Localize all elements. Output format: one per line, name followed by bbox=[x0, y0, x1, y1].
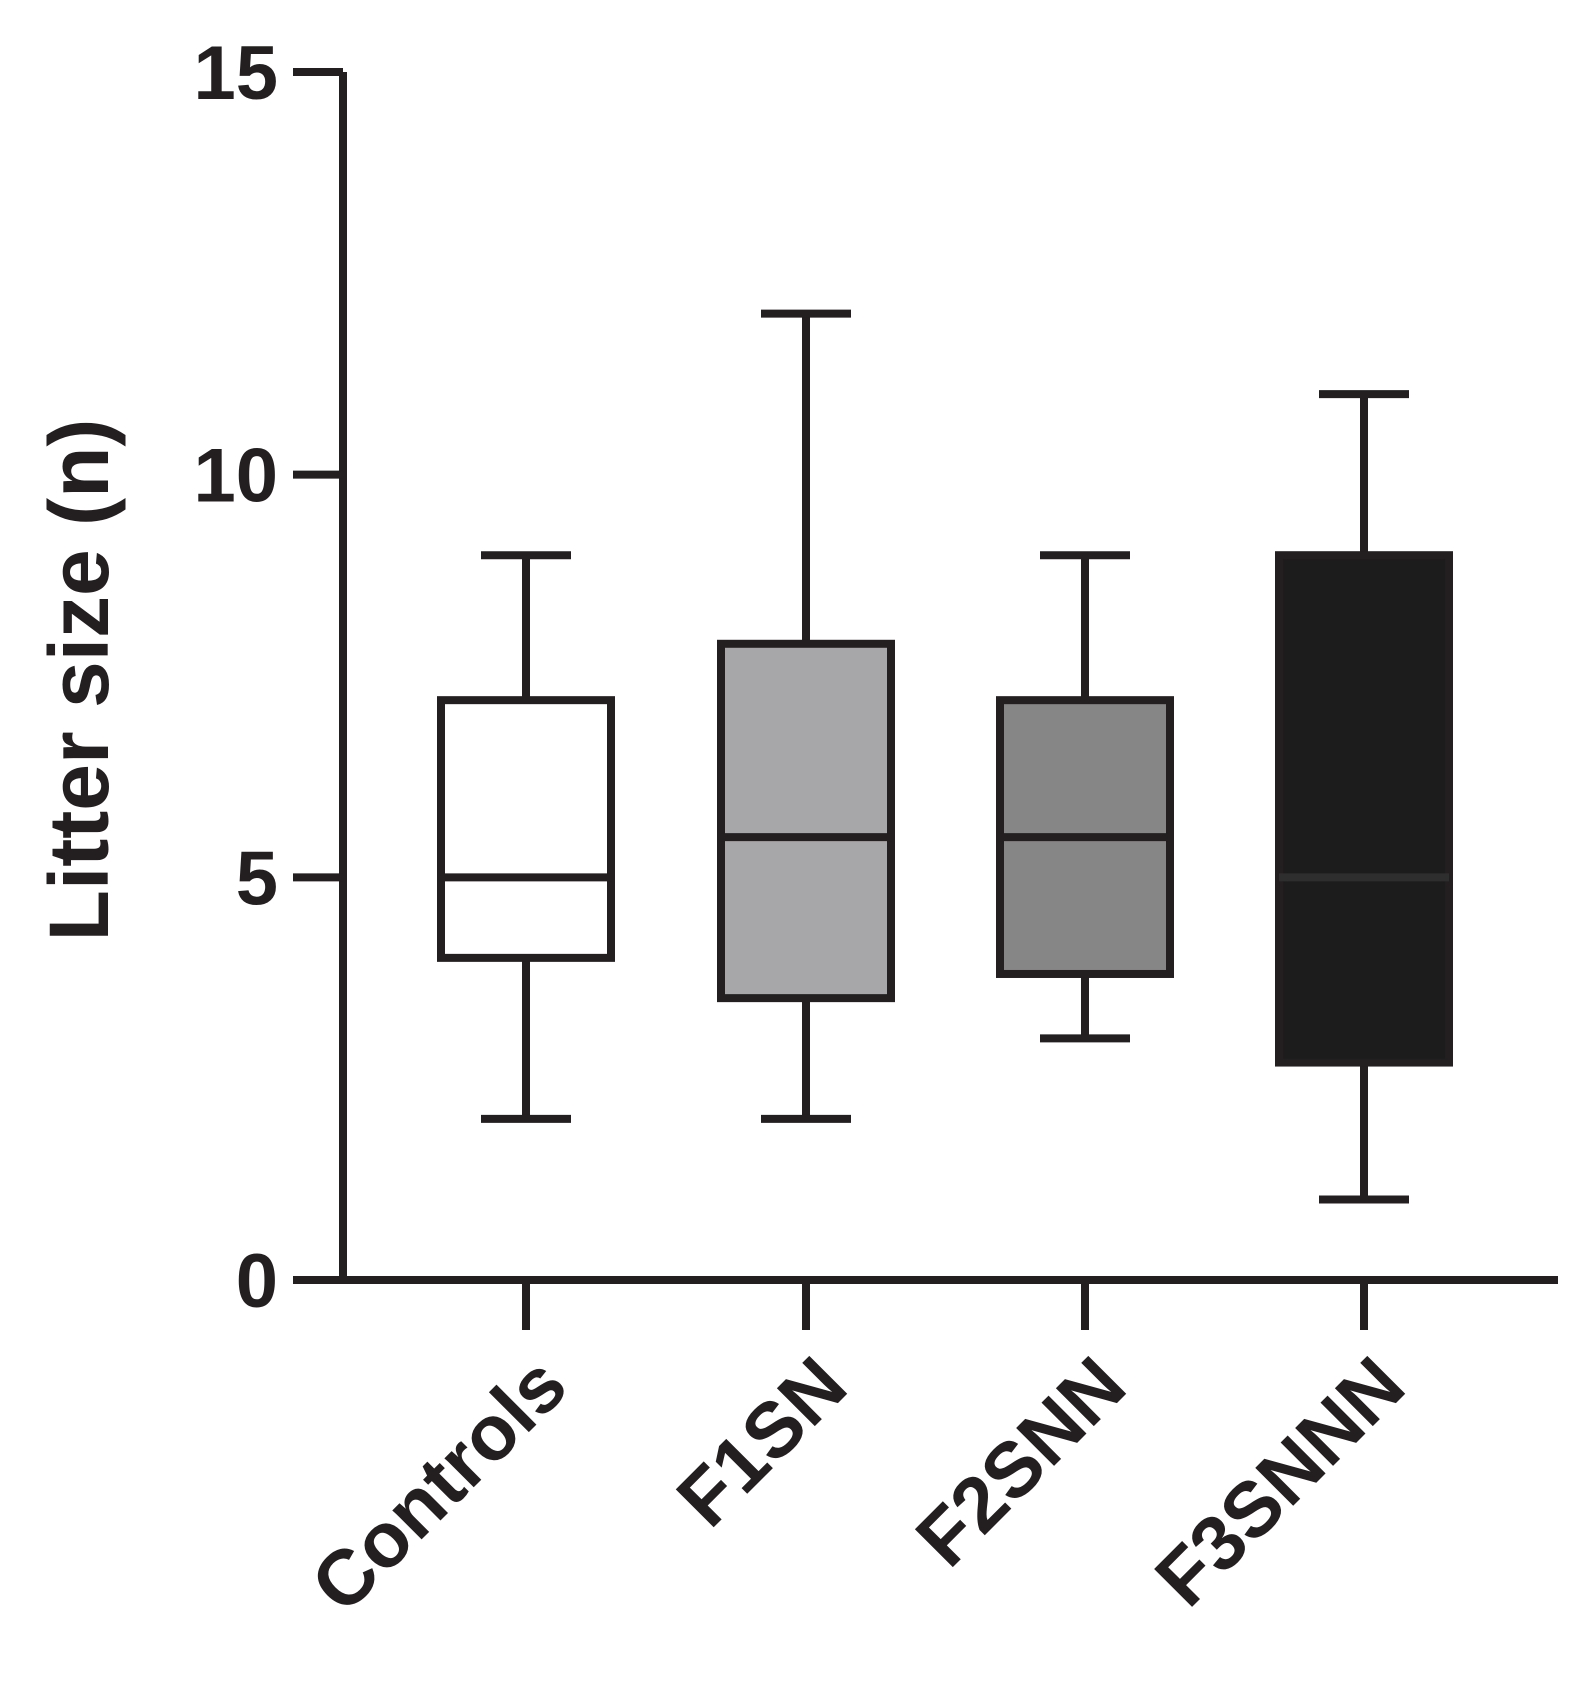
iqr-box bbox=[437, 696, 615, 962]
box-group bbox=[996, 551, 1174, 1043]
plot-area bbox=[437, 309, 1453, 1204]
y-axis: 0 5 10 15 bbox=[193, 31, 347, 1324]
x-tick-label: F2SNN bbox=[899, 1340, 1142, 1583]
box-group bbox=[717, 309, 895, 1123]
box-group bbox=[1275, 390, 1453, 1204]
y-tick-label: 0 bbox=[236, 1239, 278, 1324]
y-tick-label: 10 bbox=[193, 434, 278, 519]
y-tick-label: 15 bbox=[193, 31, 278, 116]
x-tick-label: F3SNNN bbox=[1138, 1340, 1421, 1623]
y-tick-label: 5 bbox=[236, 836, 278, 921]
iqr-box bbox=[1275, 551, 1453, 1067]
x-tick-label: F1SN bbox=[660, 1340, 863, 1543]
y-axis-title: Litter size (n) bbox=[32, 419, 126, 942]
iqr-box bbox=[717, 639, 895, 1003]
x-tick-label: Controls bbox=[294, 1340, 583, 1629]
box-group bbox=[437, 551, 615, 1123]
